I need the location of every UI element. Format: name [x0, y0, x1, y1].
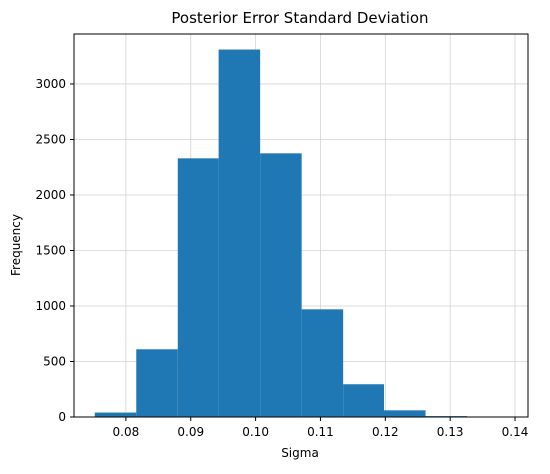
y-tick-label-4: 2000	[35, 188, 66, 202]
y-tick-label-1: 500	[43, 354, 66, 368]
chart-title: Posterior Error Standard Deviation	[171, 9, 428, 27]
histogram-bar-3	[219, 50, 261, 417]
y-tick-label-0: 0	[58, 410, 66, 424]
histogram-bar-6	[343, 384, 384, 417]
y-tick-label-2: 1000	[35, 299, 66, 313]
x-tick-label-2: 0.10	[242, 425, 269, 439]
histogram-bar-0	[95, 413, 137, 417]
y-tick-label-6: 3000	[35, 77, 66, 91]
histogram-bar-4	[260, 153, 302, 417]
x-tick-label-6: 0.14	[502, 425, 529, 439]
y-tick-label-5: 2500	[35, 132, 66, 146]
histogram-bar-7	[384, 410, 426, 417]
x-tick-label-3: 0.11	[307, 425, 334, 439]
x-tick-label-4: 0.12	[372, 425, 399, 439]
y-axis-label: Frequency	[9, 214, 23, 276]
histogram-bar-2	[178, 158, 219, 417]
histogram-bar-5	[302, 309, 344, 417]
x-tick-label-0: 0.08	[113, 425, 140, 439]
x-tick-label-5: 0.13	[437, 425, 464, 439]
y-tick-label-3: 1500	[35, 243, 66, 257]
histogram-bar-1	[136, 349, 178, 417]
x-tick-label-1: 0.09	[177, 425, 204, 439]
x-axis-label: Sigma	[281, 446, 319, 460]
